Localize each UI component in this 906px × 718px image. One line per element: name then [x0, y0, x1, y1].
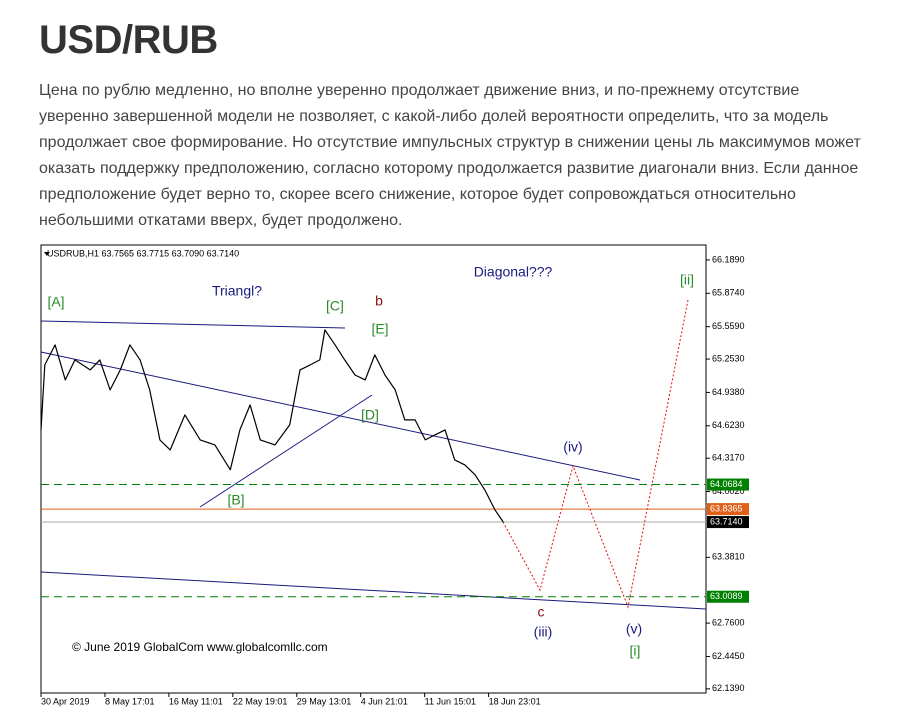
trend-line [199, 394, 373, 508]
x-tick-label: 4 Jun 21:01 [361, 696, 408, 706]
annotation: [i] [630, 643, 641, 659]
annotation: Diagonal??? [474, 264, 553, 280]
annotation: © June 2019 GlobalCom www.globalcomllc.c… [72, 640, 328, 654]
y-tick-label: 62.4450 [712, 651, 745, 661]
y-tick-label: 66.1890 [712, 254, 745, 264]
price-line [40, 329, 504, 523]
annotation: [ii] [680, 272, 694, 288]
level-label: 64.0684 [710, 479, 743, 489]
level-label: 63.0089 [710, 591, 743, 601]
x-tick-label: 18 Jun 23:01 [489, 696, 541, 706]
annotation: b [375, 293, 383, 309]
y-tick-label: 65.2530 [712, 353, 745, 363]
annotation: [C] [326, 298, 344, 314]
annotation: [A] [47, 294, 64, 310]
x-tick-label: 29 May 13:01 [297, 696, 352, 706]
x-tick-label: 22 May 19:01 [233, 696, 288, 706]
y-tick-label: 62.1390 [712, 683, 745, 693]
y-tick-label: 63.3810 [712, 552, 745, 562]
annotation: (iii) [534, 624, 553, 640]
level-label-box [707, 503, 749, 516]
annotation: [E] [371, 321, 388, 337]
x-tick-label: 8 May 17:01 [105, 696, 155, 706]
title-arrow [44, 252, 50, 256]
annotation: c [538, 604, 545, 620]
chart-title: USDRUB,H1 63.7565 63.7715 63.7090 63.714… [47, 248, 239, 258]
page-title: USD/RUB [39, 18, 218, 62]
article-paragraph: Цена по рублю медленно, но вполне уверен… [39, 82, 861, 229]
level-label-box [707, 516, 749, 529]
level-label-box [707, 478, 749, 491]
trend-lines [40, 299, 707, 610]
annotation: [D] [361, 407, 379, 423]
y-tick-label: 64.0020 [712, 486, 745, 496]
trend-line [40, 320, 346, 329]
y-tick-label: 64.3170 [712, 453, 745, 463]
level-label: 63.8365 [710, 503, 743, 513]
y-tick-label: 65.5590 [712, 321, 745, 331]
forecast-path [502, 299, 689, 609]
plot-frame [40, 244, 707, 694]
y-tick-label: 64.6230 [712, 420, 745, 430]
level-label: 63.7140 [710, 516, 743, 526]
annotation: Triangl? [212, 283, 262, 299]
annotation: [B] [227, 492, 244, 508]
y-tick-label: 64.9380 [712, 387, 745, 397]
x-tick-label: 16 May 11:01 [169, 696, 223, 706]
y-tick-label: 65.8740 [712, 288, 745, 298]
x-tick-label: 30 Apr 2019 [41, 696, 90, 706]
annotation: (iv) [563, 439, 582, 455]
x-tick-label: 11 Jun 15:01 [425, 696, 476, 706]
annotation: (v) [626, 621, 642, 637]
level-label-box [707, 590, 749, 603]
y-tick-label: 62.7600 [712, 617, 745, 627]
trend-line [40, 571, 707, 610]
